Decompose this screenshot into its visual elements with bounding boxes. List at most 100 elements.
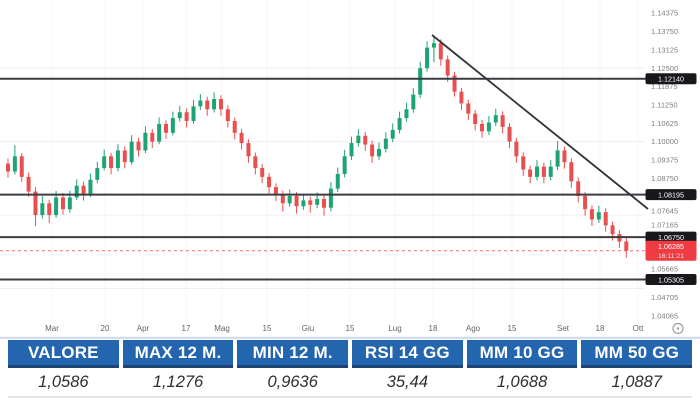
value-max-12m: 1,1276 bbox=[152, 372, 204, 391]
svg-text:1.05305: 1.05305 bbox=[658, 275, 684, 284]
x-axis-tick-label: 17 bbox=[182, 324, 191, 333]
candle-body bbox=[225, 109, 230, 122]
candle-body bbox=[562, 150, 567, 163]
candle-body bbox=[548, 166, 553, 177]
candle-body bbox=[466, 103, 471, 114]
y-axis-tick-label: 1.07645 bbox=[651, 206, 678, 215]
candle-body bbox=[95, 168, 100, 180]
candle-body bbox=[315, 198, 320, 205]
candle-body bbox=[88, 179, 93, 195]
candle-body bbox=[26, 176, 31, 192]
y-axis-tick-label: 1.12500 bbox=[651, 64, 678, 73]
price-chart-panel: 1.14375 1.13750 1.13125 1.12500 1.11875 1.112… bbox=[0, 0, 700, 339]
summary-table-value-row: 1,0586 1,1276 0,9636 35,44 1,0688 1,0887 bbox=[8, 368, 692, 398]
candle-body bbox=[603, 212, 608, 226]
grid-lines bbox=[0, 0, 645, 322]
candle-body bbox=[555, 150, 560, 167]
candle-body bbox=[177, 112, 182, 119]
candle-body bbox=[246, 143, 251, 157]
candle-body bbox=[74, 185, 79, 198]
price-level-badge: 1.06750 bbox=[645, 231, 697, 243]
x-axis-tick-label: Giu bbox=[302, 324, 314, 333]
candle-body bbox=[232, 121, 237, 133]
candle-body bbox=[431, 43, 436, 48]
x-axis-tick-label: Set bbox=[557, 324, 570, 333]
candle-body bbox=[363, 135, 368, 145]
candle-body bbox=[445, 59, 450, 76]
candle-body bbox=[425, 47, 430, 69]
candle-body bbox=[280, 194, 285, 204]
x-axis-tick-label: 15 bbox=[346, 324, 355, 333]
candle-body bbox=[191, 106, 196, 122]
candle-body bbox=[610, 225, 615, 235]
candle-body bbox=[47, 203, 52, 216]
candle-body bbox=[129, 141, 134, 163]
x-axis-tick-label: Apr bbox=[137, 324, 150, 333]
x-axis-tick-label: Ott bbox=[633, 324, 644, 333]
candle-body bbox=[253, 156, 258, 169]
x-axis-tick-label: 15 bbox=[263, 324, 272, 333]
svg-text:1.12140: 1.12140 bbox=[658, 75, 684, 84]
candle-body bbox=[33, 191, 38, 216]
candlestick-series bbox=[6, 35, 629, 258]
candle-body bbox=[184, 112, 189, 122]
candle-body bbox=[170, 118, 175, 133]
candle-body bbox=[136, 141, 141, 151]
candle-body bbox=[67, 197, 72, 210]
candle-body bbox=[342, 156, 347, 174]
value-mm-50gg: 1,0887 bbox=[611, 372, 662, 391]
candle-body bbox=[157, 123, 162, 142]
candlestick-chart[interactable]: 1.14375 1.13750 1.13125 1.12500 1.11875 1.112… bbox=[0, 0, 700, 339]
candle-body bbox=[459, 91, 464, 104]
x-axis-tick-label: 15 bbox=[508, 324, 517, 333]
value-rsi-14gg: 35,44 bbox=[386, 372, 428, 391]
candle-body bbox=[397, 118, 402, 130]
candle-body bbox=[54, 197, 59, 216]
y-axis-tick-label: 1.11875 bbox=[651, 82, 678, 91]
svg-text:1.08195: 1.08195 bbox=[658, 190, 684, 199]
value-valore: 1,0586 bbox=[38, 372, 89, 391]
value-min-12m: 0,9636 bbox=[267, 372, 318, 391]
candle-body bbox=[164, 123, 169, 133]
candle-body bbox=[335, 173, 340, 189]
candle-body bbox=[301, 200, 306, 207]
candle-body bbox=[143, 132, 148, 151]
y-axis-tick-label: 1.08750 bbox=[651, 174, 678, 183]
candle-body bbox=[356, 135, 361, 144]
bar-countdown: 16:11:21 bbox=[658, 253, 684, 260]
candle-body bbox=[480, 123, 485, 132]
candle-body bbox=[60, 197, 65, 210]
y-axis-tick-label: 1.14375 bbox=[651, 9, 678, 18]
candle-body bbox=[383, 138, 388, 149]
x-axis-tick-label: 20 bbox=[101, 324, 110, 333]
price-level-badge: 1.08195 bbox=[645, 189, 697, 201]
candle-body bbox=[541, 166, 546, 177]
candle-body bbox=[569, 162, 574, 182]
candle-body bbox=[239, 132, 244, 144]
candle-body bbox=[102, 156, 107, 169]
candle-body bbox=[473, 113, 478, 124]
y-axis-tick-label: 1.09375 bbox=[651, 156, 678, 165]
trend-line[interactable] bbox=[431, 34, 649, 210]
price-level-badge: 1.05305 bbox=[645, 274, 697, 286]
candle-body bbox=[589, 209, 594, 220]
candle-body bbox=[418, 68, 423, 95]
y-axis-tick-label: 1.04705 bbox=[651, 293, 678, 302]
candle-body bbox=[6, 163, 10, 172]
candle-body bbox=[218, 99, 223, 110]
value-mm-10gg: 1,0688 bbox=[496, 372, 548, 391]
summary-table-header-row: VALORE MAX 12 M. MIN 12 M. RSI 14 GG MM … bbox=[8, 340, 693, 368]
y-axis-tick-label: 1.13750 bbox=[651, 27, 678, 36]
header-mm-10gg: MM 10 GG bbox=[466, 340, 578, 368]
timeline-settings-icon[interactable] bbox=[672, 322, 684, 335]
candle-body bbox=[198, 100, 203, 107]
x-axis-tick-label: 18 bbox=[429, 324, 438, 333]
candle-body bbox=[507, 126, 512, 142]
candle-body bbox=[349, 143, 354, 157]
candle-body bbox=[12, 156, 17, 172]
candle-body bbox=[308, 200, 313, 205]
candle-body bbox=[294, 195, 299, 207]
candle-body bbox=[486, 122, 491, 132]
candle-body bbox=[411, 94, 416, 110]
candle-body bbox=[376, 148, 381, 157]
